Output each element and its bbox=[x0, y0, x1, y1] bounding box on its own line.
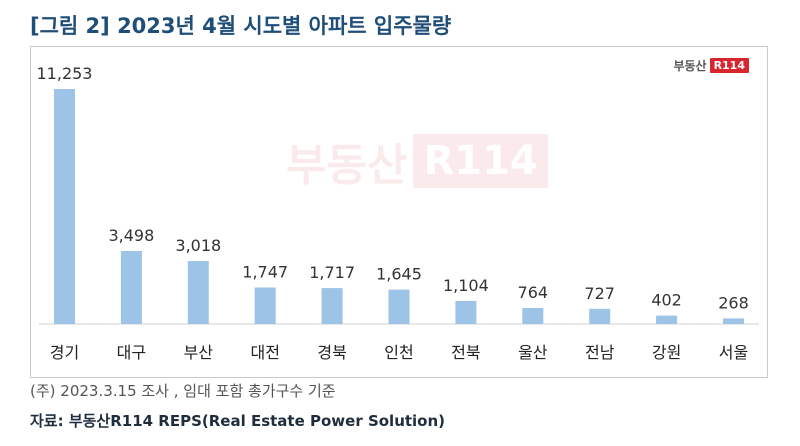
bar-3 bbox=[254, 287, 276, 324]
category-label-3: 대전 bbox=[250, 343, 279, 362]
data-label-5: 1,645 bbox=[376, 265, 422, 284]
bar-10 bbox=[723, 318, 744, 324]
bar-9 bbox=[656, 315, 678, 324]
data-label-10: 268 bbox=[718, 293, 749, 312]
category-label-1: 대구 bbox=[117, 343, 146, 362]
bar-0 bbox=[54, 89, 75, 324]
data-label-7: 764 bbox=[518, 283, 549, 302]
chart-title: [그림 2] 2023년 4월 시도별 아파트 입주물량 bbox=[30, 14, 452, 38]
data-label-3: 1,747 bbox=[242, 263, 288, 282]
bar-chart: 11,253 경기 3,498 대구 3,018 부산 1,747 대전 1,717 경북 1,64… bbox=[37, 64, 759, 362]
data-label-4: 1,717 bbox=[309, 263, 355, 282]
brand-logo: 부동산 R114 bbox=[673, 57, 749, 74]
brand-badge: R114 bbox=[709, 58, 749, 73]
category-label-8: 전남 bbox=[585, 343, 615, 362]
category-label-5: 인천 bbox=[384, 343, 413, 362]
category-label-0: 경기 bbox=[50, 343, 79, 362]
bar-5 bbox=[388, 289, 410, 324]
footnote: (주) 2023.3.15 조사 , 임대 포함 총가구수 기준 bbox=[30, 382, 336, 400]
data-label-6: 1,104 bbox=[443, 276, 489, 295]
bar-2 bbox=[187, 261, 209, 324]
brand-text: 부동산 bbox=[673, 59, 707, 73]
category-label-4: 경북 bbox=[317, 343, 346, 362]
source-note: 자료: 부동산R114 REPS(Real Estate Power Solut… bbox=[30, 412, 446, 430]
data-label-0: 11,253 bbox=[37, 64, 93, 83]
bar-8 bbox=[589, 308, 611, 324]
chart-frame: 부동산 R114 부동산 R114 11,253 경기 3,498 대구 3,018 부산… bbox=[30, 46, 768, 378]
category-label-9: 강원 bbox=[652, 343, 681, 362]
bar-6 bbox=[455, 300, 477, 324]
bar-7 bbox=[522, 308, 544, 324]
bar-1 bbox=[120, 251, 142, 324]
data-label-1: 3,498 bbox=[108, 226, 154, 245]
bar-4 bbox=[321, 288, 343, 324]
data-label-8: 727 bbox=[584, 284, 615, 303]
category-label-2: 부산 bbox=[184, 343, 214, 362]
category-label-7: 울산 bbox=[518, 343, 548, 362]
data-label-9: 402 bbox=[651, 291, 682, 310]
category-label-6: 전북 bbox=[451, 343, 480, 362]
data-label-2: 3,018 bbox=[175, 236, 221, 255]
category-label-10: 서울 bbox=[719, 343, 748, 362]
